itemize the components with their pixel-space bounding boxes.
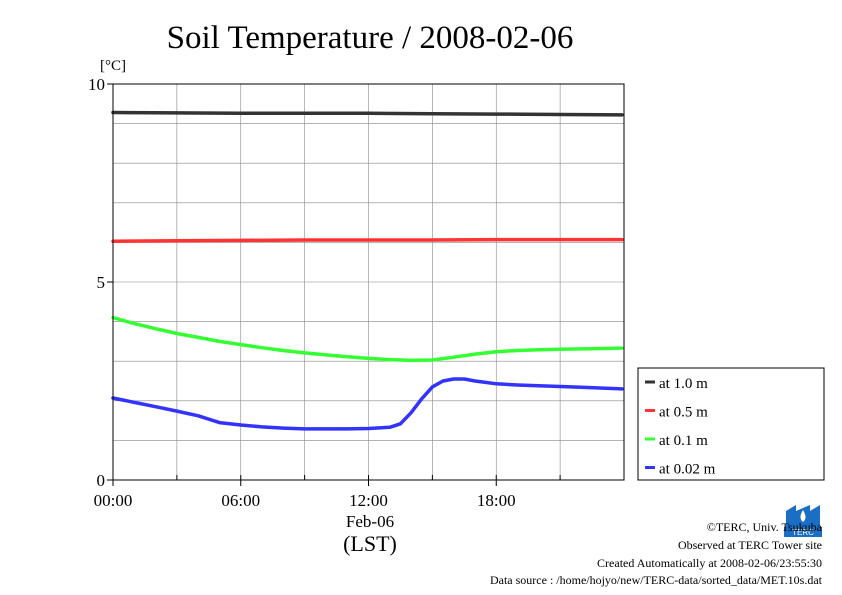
x-axis-label: (LST) <box>343 531 397 556</box>
footer-created: Created Automatically at 2008-02-06/23:5… <box>597 556 822 570</box>
legend-box <box>637 367 825 481</box>
gridlines <box>113 84 624 480</box>
y-tick-label: 10 <box>88 75 105 94</box>
ticks: 0 5 10 00:00 06:00 12:00 18:00 <box>88 75 625 510</box>
legend-label: at 1.0 m <box>659 376 708 392</box>
y-axis-label: [°C] <box>100 58 126 74</box>
date-label: Feb-06 <box>346 512 394 531</box>
logo-text: TERC <box>792 528 814 537</box>
footer-copyright: ©TERC, Univ. Tsukuba <box>706 520 822 534</box>
x-tick-label: 00:00 <box>94 491 133 510</box>
footer-observed: Observed at TERC Tower site <box>677 538 822 552</box>
legend-label: at 0.1 m <box>659 433 708 449</box>
y-tick-label: 5 <box>97 273 106 292</box>
series-group <box>111 110 624 431</box>
y-tick-label: 0 <box>97 471 106 490</box>
chart-title: Soil Temperature / 2008-02-06 <box>167 20 574 56</box>
series-line-at-0-5-m <box>111 237 624 243</box>
legend-label: at 0.02 m <box>659 462 716 478</box>
x-tick-label: 12:00 <box>349 491 388 510</box>
series-line-at-0-1-m <box>111 315 624 363</box>
series-line-at-1-0-m <box>111 110 624 117</box>
x-tick-label: 06:00 <box>221 491 260 510</box>
series-line-at-0-02-m <box>111 377 624 431</box>
logo-drop-icon <box>800 510 806 522</box>
x-tick-label: 18:00 <box>477 491 516 510</box>
terc-logo: TERC <box>784 505 822 537</box>
legend: at 1.0 m at 0.5 m at 0.1 m at 0.02 m <box>637 367 825 481</box>
legend-label: at 0.5 m <box>659 405 708 421</box>
footer-source: Data source : /home/hojyo/new/TERC-data/… <box>489 573 822 587</box>
